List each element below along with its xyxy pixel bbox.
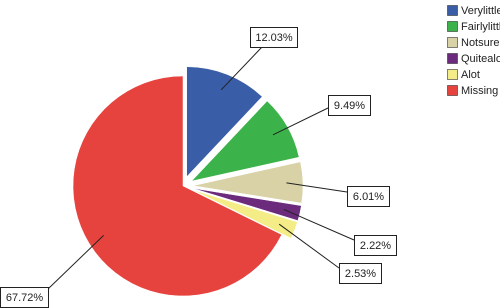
- value-label: 2.22%: [360, 240, 391, 252]
- legend-swatch: [447, 53, 458, 64]
- leader-line: [220, 46, 263, 91]
- value-label: 9.49%: [334, 100, 365, 112]
- leader-line: [286, 182, 348, 193]
- legend-label: Missing: [461, 85, 498, 97]
- legend-swatch: [447, 21, 458, 32]
- value-label: 2.53%: [345, 268, 376, 280]
- pie-slice: [192, 189, 298, 239]
- legend-label: Alot: [461, 69, 480, 81]
- legend-swatch: [447, 5, 458, 16]
- leader-line: [278, 223, 340, 269]
- legend-label: Notsure: [461, 37, 500, 49]
- label-box: [347, 186, 390, 207]
- legend-label: Fairlylittle: [461, 21, 500, 33]
- pie-slice: [186, 66, 263, 178]
- legend-swatch: [447, 69, 458, 80]
- leader-line: [272, 107, 329, 136]
- label-box: [250, 27, 298, 48]
- legend-label: Quitealot: [461, 53, 500, 65]
- legend-swatch: [447, 85, 458, 96]
- value-label: 6.01%: [353, 191, 384, 203]
- legend-label: Verylittle: [461, 5, 500, 17]
- pie-slice: [192, 188, 302, 221]
- value-label: 12.03%: [255, 32, 293, 44]
- label-box: [328, 95, 371, 116]
- value-label: 67.72%: [6, 292, 44, 304]
- pie-slice: [192, 161, 304, 204]
- pie-slice: [72, 75, 283, 297]
- leader-line: [47, 235, 104, 290]
- label-box: [354, 235, 397, 256]
- pie-slice: [190, 100, 300, 182]
- legend-swatch: [447, 37, 458, 48]
- leader-line: [283, 209, 355, 241]
- label-box: [339, 263, 382, 284]
